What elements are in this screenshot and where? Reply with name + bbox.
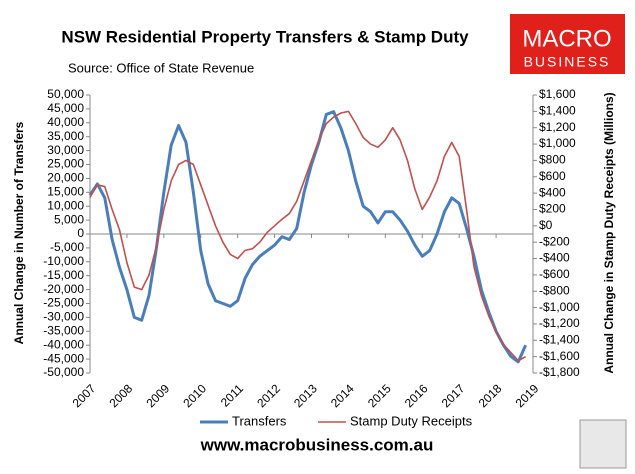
chart-title: NSW Residential Property Transfers & Sta… bbox=[61, 27, 469, 46]
y-tick-label: 35,000 bbox=[47, 129, 84, 143]
y2-tick-label: -$800 bbox=[539, 283, 570, 297]
y2-tick-label: -$1,200 bbox=[539, 316, 580, 330]
x-tick-label: 2009 bbox=[143, 381, 172, 410]
logo-box bbox=[510, 14, 625, 74]
series-line bbox=[88, 110, 527, 364]
y2-axis-title: Annual Change in Stamp Duty Receipts (Mi… bbox=[602, 92, 616, 373]
y2-tick-label: -$1,800 bbox=[539, 365, 580, 379]
y2-tick-label: $1,200 bbox=[539, 120, 576, 134]
x-tick-label: 2008 bbox=[106, 381, 135, 410]
y-tick-label: 15,000 bbox=[47, 184, 84, 198]
y-tick-label: -5,000 bbox=[50, 240, 84, 254]
y-tick-label: -15,000 bbox=[43, 268, 84, 282]
y2-tick-label: $1,400 bbox=[539, 104, 576, 118]
series-line bbox=[89, 110, 527, 362]
y-tick-label: -30,000 bbox=[43, 310, 84, 324]
logo-icon bbox=[579, 419, 627, 469]
y-tick-label: -25,000 bbox=[43, 296, 84, 310]
y2-tick-label: $200 bbox=[539, 202, 566, 216]
x-tick-label: 2017 bbox=[439, 381, 468, 410]
y-tick-label: 0 bbox=[77, 226, 84, 240]
y-tick-label: 50,000 bbox=[47, 87, 84, 101]
y-tick-label: 30,000 bbox=[47, 143, 84, 157]
y-tick-label: 20,000 bbox=[47, 171, 84, 185]
x-tick-label: 2015 bbox=[365, 381, 394, 410]
y2-tick-label: $600 bbox=[539, 169, 566, 183]
y-tick-label: -35,000 bbox=[43, 323, 84, 337]
legend-label: Transfers bbox=[232, 413, 287, 428]
x-tick-label: 2007 bbox=[70, 381, 99, 410]
y2-tick-label: $1,600 bbox=[539, 87, 576, 101]
x-tick-label: 2013 bbox=[291, 381, 320, 410]
y-tick-label: -50,000 bbox=[43, 365, 84, 379]
x-tick-label: 2012 bbox=[254, 381, 283, 410]
y-tick-label: -40,000 bbox=[43, 337, 84, 351]
x-tick-label: 2016 bbox=[402, 381, 431, 410]
footer: www.macrobusiness.com.au bbox=[200, 435, 434, 454]
y2-tick-label: $0 bbox=[539, 218, 553, 232]
legend-label: Stamp Duty Receipts bbox=[350, 413, 473, 428]
logo-text: MACRO bbox=[522, 25, 611, 52]
x-tick-label: 2018 bbox=[476, 381, 505, 410]
y-tick-label: 45,000 bbox=[47, 101, 84, 115]
y2-tick-label: $1,000 bbox=[539, 136, 576, 150]
y-tick-label: -10,000 bbox=[43, 254, 84, 268]
y2-tick-label: -$200 bbox=[539, 234, 570, 248]
y-axis-title: Annual Change in Number of Transfers bbox=[12, 121, 26, 344]
y2-tick-label: -$1,400 bbox=[539, 332, 580, 346]
y2-tick-label: -$400 bbox=[539, 251, 570, 265]
y-tick-label: 40,000 bbox=[47, 115, 84, 129]
y-tick-label: -20,000 bbox=[43, 282, 84, 296]
y2-tick-label: $800 bbox=[539, 153, 566, 167]
y2-tick-label: $400 bbox=[539, 185, 566, 199]
x-tick-label: 2011 bbox=[218, 381, 246, 409]
y-tick-label: -45,000 bbox=[43, 351, 84, 365]
y2-tick-label: -$1,000 bbox=[539, 300, 580, 314]
y2-tick-label: -$1,600 bbox=[539, 349, 580, 363]
logo-text: BUSINESS bbox=[524, 54, 611, 70]
x-tick-label: 2010 bbox=[180, 381, 209, 410]
x-tick-label: 2019 bbox=[513, 381, 542, 410]
y-tick-label: 10,000 bbox=[47, 198, 84, 212]
y2-tick-label: -$600 bbox=[539, 267, 570, 281]
x-tick-label: 2014 bbox=[328, 381, 357, 410]
y-tick-label: 25,000 bbox=[47, 157, 84, 171]
chart-subtitle: Source: Office of State Revenue bbox=[68, 60, 254, 75]
y-tick-label: 5,000 bbox=[54, 212, 84, 226]
